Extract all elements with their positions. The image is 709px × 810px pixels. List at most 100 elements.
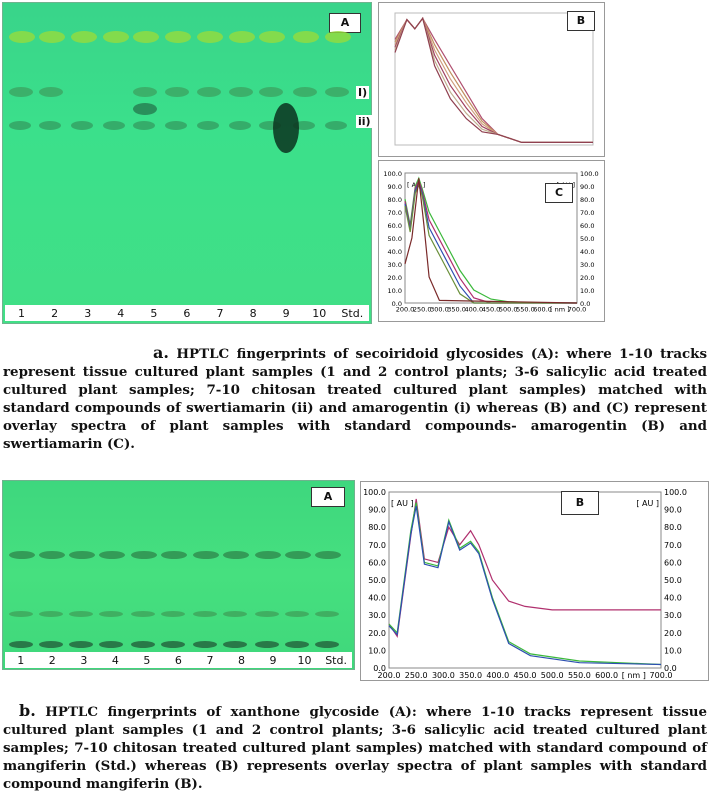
caption-b: b. HPTLC fingerprints of xanthone glycos…	[3, 702, 707, 793]
front-band	[197, 31, 223, 43]
plate-b-lane-6: 6	[174, 653, 182, 667]
plate-b-lane-5: 5	[143, 653, 151, 667]
plate-a-lane-3: 3	[84, 306, 92, 320]
band-main	[69, 551, 95, 559]
x-tick: 550.0	[568, 671, 591, 680]
front-band	[293, 31, 319, 43]
x-tick: 500.0	[541, 671, 564, 680]
x-tick: [ nm ]	[550, 306, 570, 314]
upper-band	[197, 87, 221, 97]
plate-a-lane-6: 6	[183, 306, 191, 320]
band-main	[99, 551, 125, 559]
upper-band	[133, 87, 157, 97]
upper-band	[9, 87, 33, 97]
spectrum-mangiferin-overlay: 100.0 100.0 90.0 90.0 80.0 80.0 70.0 70.0 60.0 60…	[360, 481, 709, 681]
mid-band	[133, 103, 157, 115]
plate-b-lane-7: 7	[206, 653, 214, 667]
upper-band	[325, 87, 349, 97]
spectrum-b-series	[394, 17, 593, 143]
lane-labels-a: 1 2 3 4 5 6 7 8 9 10 Std.	[5, 305, 369, 321]
y-tick-right: 50.0	[664, 576, 682, 585]
spectrum-c-standard	[404, 178, 578, 304]
y-tick-right: 100.0	[664, 488, 687, 497]
spectrum-b-plot	[394, 12, 594, 146]
caption-a: a. HPTLC fingerprints of secoiridoid gly…	[3, 344, 707, 453]
front-band	[9, 31, 35, 43]
lower-band	[293, 121, 315, 130]
band-main	[9, 551, 35, 559]
y-tick-right: 40.0	[580, 248, 594, 256]
y-tick-right: 30.0	[664, 611, 682, 620]
y-tick-right: 80.0	[580, 196, 594, 204]
band-lower	[161, 611, 185, 617]
band-lower	[315, 611, 339, 617]
y-tick-left: 60.0	[368, 558, 386, 567]
plate-a-lane-7: 7	[216, 306, 224, 320]
band-main	[161, 551, 187, 559]
band-main	[255, 551, 281, 559]
lower-band	[165, 121, 187, 130]
front-band	[71, 31, 97, 43]
y-tick-right: 70.0	[664, 541, 682, 550]
y-tick-left: 0.0	[392, 300, 402, 308]
y-tick-left: 100.0	[363, 488, 386, 497]
caption-a-text: HPTLC fingerprints of secoiridoid glycos…	[3, 346, 707, 452]
spectrum-b-series	[394, 17, 593, 143]
upper-band	[229, 87, 253, 97]
y-tick-right: 90.0	[664, 506, 682, 515]
band-origin	[99, 641, 123, 648]
y-tick-right: 20.0	[580, 274, 594, 282]
band-origin	[69, 641, 93, 648]
spectrum-sample	[388, 502, 662, 666]
spectrum-b-series	[394, 16, 593, 143]
spectrum-b-overlay: B	[378, 2, 605, 157]
spectrum-standard	[388, 498, 661, 638]
plate-b-lane-3: 3	[80, 653, 88, 667]
y-tick-right: 20.0	[664, 629, 682, 638]
y-tick-left: 70.0	[388, 209, 402, 217]
band-origin	[161, 641, 185, 648]
band-origin	[9, 641, 33, 648]
x-tick: 350.0	[447, 306, 466, 314]
front-band	[165, 31, 191, 43]
y-tick-left: 80.0	[368, 523, 386, 532]
plate-a-lane-5: 5	[150, 306, 158, 320]
band-origin	[255, 641, 279, 648]
spectrum-c-plot: 100.0 100.0 90.0 90.0 80.0 80.0 70.0 70.0 60.0 60…	[383, 170, 598, 314]
spectrum-mangiferin-label: B	[561, 491, 599, 515]
y-tick-left: 20.0	[388, 274, 402, 282]
plate-a-lane-11: Std.	[341, 306, 364, 320]
front-band	[259, 31, 285, 43]
x-tick: 200.0	[396, 306, 415, 314]
x-tick: 700.0	[650, 671, 673, 680]
x-tick: 700.0	[568, 306, 587, 314]
plate-b-lane-10: 10	[297, 653, 312, 667]
y-tick-right: 70.0	[580, 209, 594, 217]
y-tick-right: 90.0	[580, 183, 594, 191]
x-tick: 200.0	[378, 671, 401, 680]
caption-b-lead: b.	[19, 701, 36, 720]
band-origin	[193, 641, 217, 648]
unit-right: [ AU ]	[636, 499, 659, 508]
lower-band	[133, 121, 155, 130]
y-tick-left: 40.0	[388, 248, 402, 256]
plate-b-lane-4: 4	[111, 653, 119, 667]
band-origin	[131, 641, 155, 648]
y-tick-left: 30.0	[388, 261, 402, 269]
y-tick-left: 40.0	[368, 594, 386, 603]
x-tick: 450.0	[482, 306, 501, 314]
y-tick-left: 80.0	[388, 196, 402, 204]
band-origin	[39, 641, 63, 648]
band-main	[193, 551, 219, 559]
band-label-i: I)	[356, 86, 370, 99]
upper-band	[293, 87, 317, 97]
front-band	[103, 31, 129, 43]
band-lower	[39, 611, 63, 617]
x-tick: 400.0	[464, 306, 483, 314]
x-tick: [ nm ]	[622, 671, 646, 680]
band-lower	[193, 611, 217, 617]
band-lower	[285, 611, 309, 617]
plate-a-lane-2: 2	[51, 306, 59, 320]
plate-b-lane-8: 8	[237, 653, 245, 667]
lower-band	[197, 121, 219, 130]
